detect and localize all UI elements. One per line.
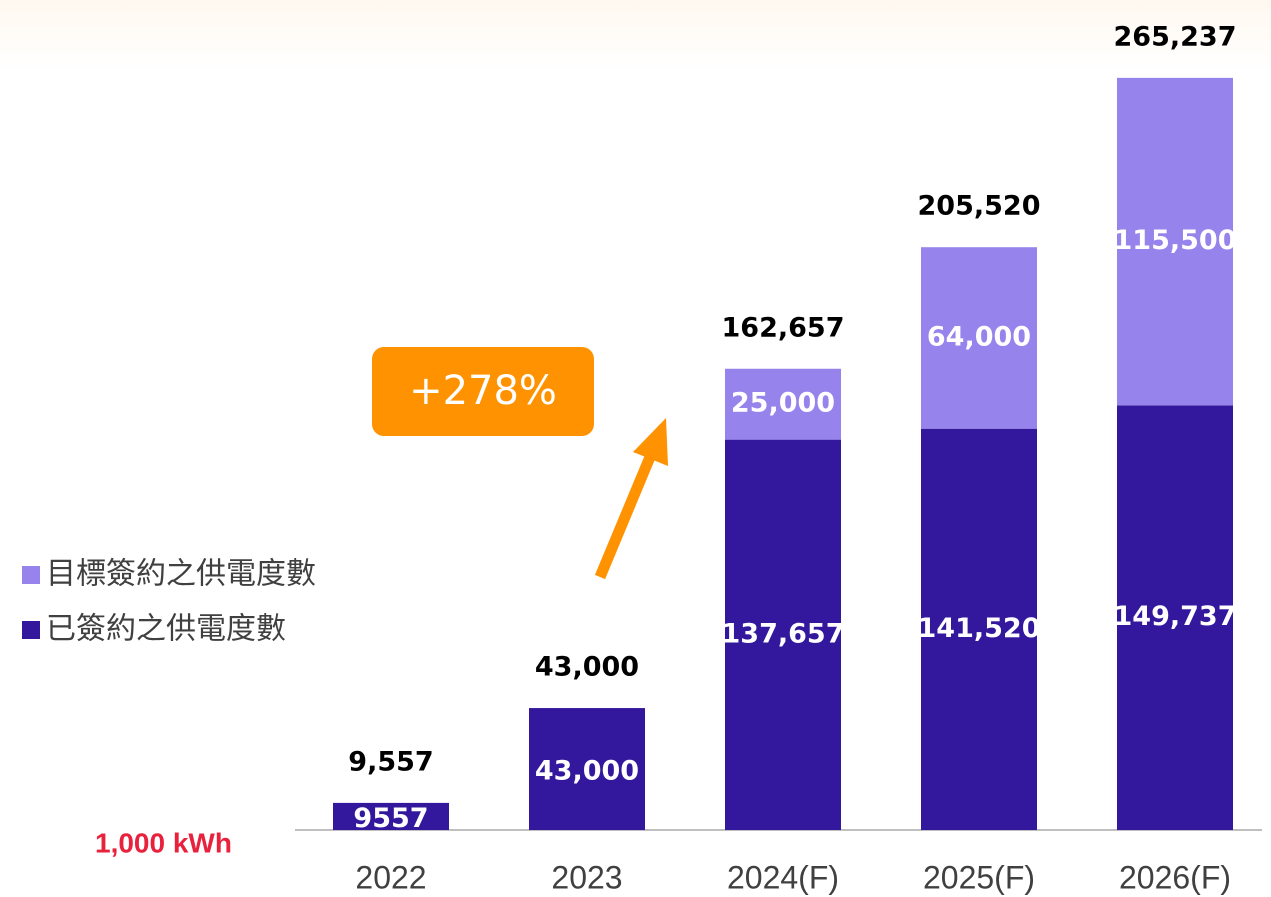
bar-segment bbox=[529, 708, 645, 830]
legend-swatch bbox=[22, 621, 40, 639]
total-label: 162,657 bbox=[722, 312, 845, 343]
value-label: 149,737 bbox=[1114, 601, 1237, 632]
annotation-box bbox=[372, 347, 594, 436]
bar-segment bbox=[1117, 405, 1233, 830]
value-label: 137,657 bbox=[722, 618, 845, 649]
value-label: 141,520 bbox=[918, 613, 1041, 644]
arrow-shaft bbox=[594, 442, 661, 580]
bar-segment bbox=[725, 368, 841, 440]
x-tick-label: 2024(F) bbox=[727, 859, 839, 895]
annotation: +278% bbox=[409, 368, 557, 414]
total-label: 265,237 bbox=[1114, 21, 1237, 52]
bar-segment bbox=[333, 802, 449, 830]
x-tick-label: 2022 bbox=[355, 859, 426, 895]
bar-segment bbox=[725, 439, 841, 830]
legend-swatch bbox=[22, 566, 40, 584]
bar-segment bbox=[921, 247, 1037, 429]
x-tick-label: 2023 bbox=[551, 859, 622, 895]
total-label: 205,520 bbox=[918, 191, 1041, 222]
value-label: 115,500 bbox=[1114, 225, 1237, 256]
total-label: 43,000 bbox=[535, 652, 639, 683]
unit-label: 1,000 kWh bbox=[95, 827, 232, 858]
total-label: 9,557 bbox=[348, 746, 433, 777]
value-label: 43,000 bbox=[535, 756, 639, 787]
value-label: 64,000 bbox=[927, 321, 1031, 352]
legend-label: 已簽約之供電度數 bbox=[46, 612, 286, 647]
bar-segment bbox=[1117, 77, 1233, 406]
arrow-head bbox=[633, 418, 668, 466]
value-label: 25,000 bbox=[731, 388, 835, 419]
legend-label: 目標簽約之供電度數 bbox=[46, 557, 316, 592]
x-tick-label: 2025(F) bbox=[923, 859, 1035, 895]
x-tick-label: 2026(F) bbox=[1119, 859, 1231, 895]
value-label: 9557 bbox=[353, 803, 428, 834]
bar-segment bbox=[921, 428, 1037, 830]
